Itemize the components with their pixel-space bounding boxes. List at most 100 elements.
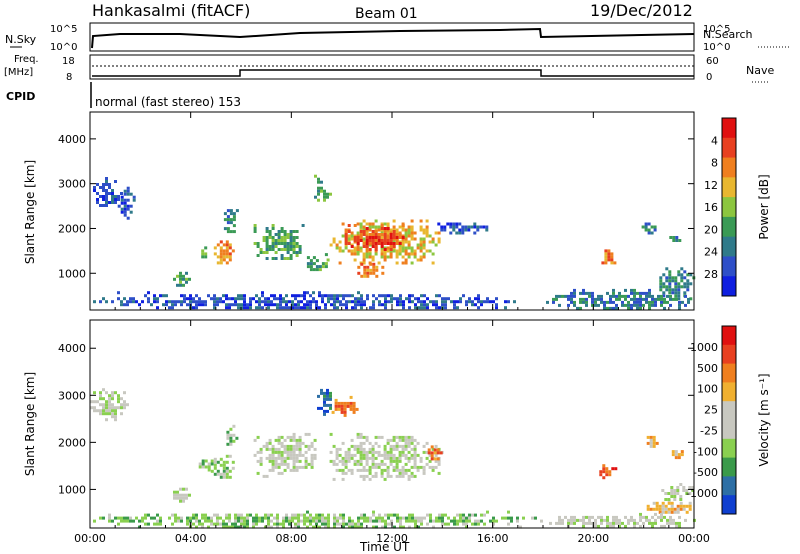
data-cell [159,522,162,526]
data-cell [423,306,426,310]
data-cell [573,294,576,298]
data-cell [636,303,639,307]
data-cell [398,468,402,472]
data-cell [353,459,357,463]
data-cell [179,493,182,497]
data-cell [291,294,294,298]
data-cell [644,228,648,232]
data-cell [691,489,695,492]
data-cell [419,456,423,460]
data-cell [441,297,444,301]
data-cell [639,512,642,516]
data-cell [270,300,273,304]
data-cell [258,297,261,301]
data-cell [332,240,336,244]
data-cell [419,225,423,229]
data-cell [386,231,390,235]
data-cell [402,303,405,307]
data-region [213,240,235,265]
data-cell [402,516,405,520]
data-cell [414,525,417,529]
data-cell [374,236,378,239]
data-cell [372,513,375,517]
nsearch-label: N.Search [703,28,753,41]
data-cell [362,219,366,223]
data-cell [298,444,302,448]
data-cell [680,453,684,457]
data-cell [335,246,339,250]
data-cell [363,265,367,269]
data-cell [335,468,339,472]
data-cell [99,412,102,416]
data-cell [229,433,233,437]
data-cell [432,303,435,307]
data-cell [307,444,311,448]
data-cell [317,180,320,184]
data-cell [398,242,402,245]
data-cell [339,522,342,526]
data-cell [174,516,177,520]
data-cell [144,516,147,520]
data-cell [677,282,681,286]
data-cell [279,294,282,298]
data-cell [234,519,237,523]
data-cell [405,516,408,520]
data-cell [674,276,678,280]
data-cell [243,525,246,529]
data-cell [661,510,665,514]
data-cell [650,225,654,229]
data-cell [222,522,225,526]
data-cell [371,456,375,460]
data-cell [256,435,260,439]
data-cell [123,303,126,307]
data-cell [176,493,179,497]
data-cell [321,297,324,301]
data-cell [609,524,612,528]
data-cell [392,242,396,245]
data-cell [605,470,609,474]
data-cell [285,300,288,304]
data-cell [410,228,414,232]
data-cell [183,297,186,301]
data-cell [327,519,330,523]
data-cell [228,306,231,310]
data-cell [359,222,363,226]
data-cell [339,303,342,307]
data-cell [665,267,669,271]
data-cell [360,303,363,307]
data-cell [422,252,426,256]
data-cell [297,522,300,526]
data-cell [138,303,141,307]
data-cell [425,249,429,253]
data-cell [660,303,663,307]
data-cell [192,297,195,301]
data-cell [261,516,264,520]
data-cell [407,474,411,478]
data-cell [668,282,672,286]
data-cell [683,276,687,280]
data-cell [359,456,363,460]
data-cell [356,462,360,466]
data-cell [668,279,672,283]
data-cell [362,258,366,262]
data-cell [96,183,99,186]
data-cell [297,513,300,517]
data-cell [687,297,690,301]
data-cell [271,459,275,463]
data-cell [264,516,267,520]
data-cell [474,297,477,301]
data-cell [411,300,414,304]
data-cell [93,400,96,404]
data-cell [422,243,426,247]
data-cell [401,224,405,227]
data-cell [444,300,447,304]
data-cell [408,525,411,529]
data-cell [231,303,234,307]
data-cell [256,450,260,454]
data-cell [243,303,246,307]
data-cell [416,243,420,247]
data-cell [207,468,211,472]
data-cell [667,492,671,495]
data-cell [411,519,414,523]
data-cell [120,516,123,520]
